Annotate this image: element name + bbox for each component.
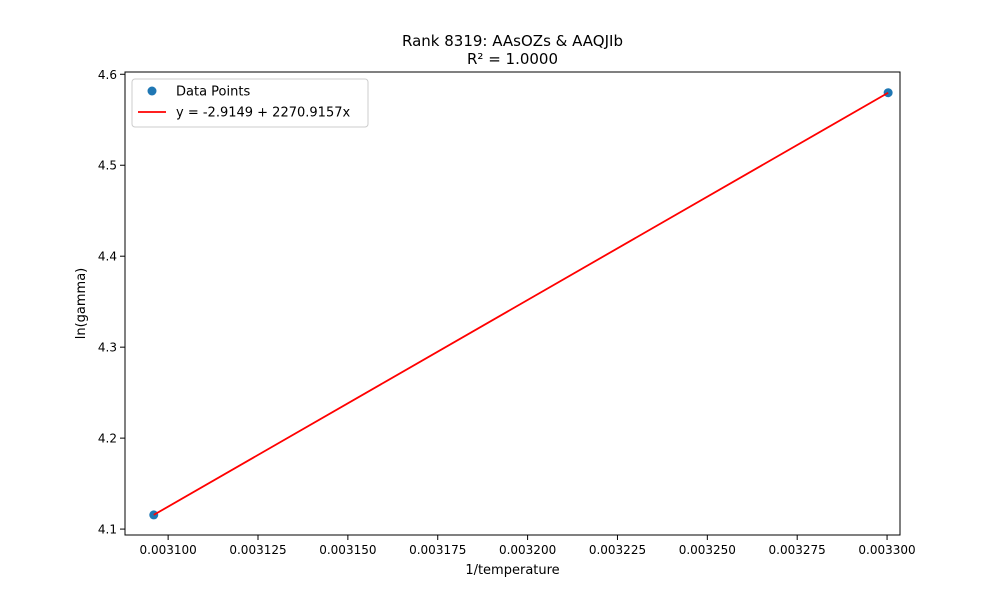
legend-marker-data-points xyxy=(147,86,157,96)
axis-ticks: 0.003100 0.003125 0.003150 0.003175 0.003200… xyxy=(98,68,916,557)
x-tick-label: 0.003225 xyxy=(589,543,646,557)
y-tick-label: 4.4 xyxy=(98,250,117,264)
y-tick-label: 4.5 xyxy=(98,159,117,173)
legend-label-fit: y = -2.9149 + 2270.9157x xyxy=(176,106,350,121)
x-tick-label: 0.003300 xyxy=(858,543,915,557)
x-axis-label: 1/temperature xyxy=(465,563,559,578)
plot-frame xyxy=(124,71,901,536)
x-tick-label: 0.003125 xyxy=(229,543,286,557)
legend-box xyxy=(131,78,369,128)
y-tick-label: 4.1 xyxy=(98,523,117,537)
x-tick-label: 0.003250 xyxy=(679,543,736,557)
y-axis-label: ln(gamma) xyxy=(74,268,89,340)
legend: Data Points y = -2.9149 + 2270.9157x xyxy=(131,78,369,128)
plot-area xyxy=(149,88,893,520)
x-tick-label: 0.003275 xyxy=(769,543,826,557)
fit-line xyxy=(153,91,889,516)
x-tick-label: 0.003150 xyxy=(319,543,376,557)
legend-label-data-points: Data Points xyxy=(176,85,250,100)
x-tick-label: 0.003175 xyxy=(409,543,466,557)
x-tick-label: 0.003100 xyxy=(140,543,197,557)
y-tick-label: 4.3 xyxy=(98,341,117,355)
chart-title: Rank 8319: AAsOZs & AAQJIb xyxy=(402,32,623,50)
y-tick-label: 4.2 xyxy=(98,432,117,446)
y-tick-label: 4.6 xyxy=(98,68,117,82)
chart-subtitle: R² = 1.0000 xyxy=(467,50,558,68)
x-tick-label: 0.003200 xyxy=(499,543,556,557)
